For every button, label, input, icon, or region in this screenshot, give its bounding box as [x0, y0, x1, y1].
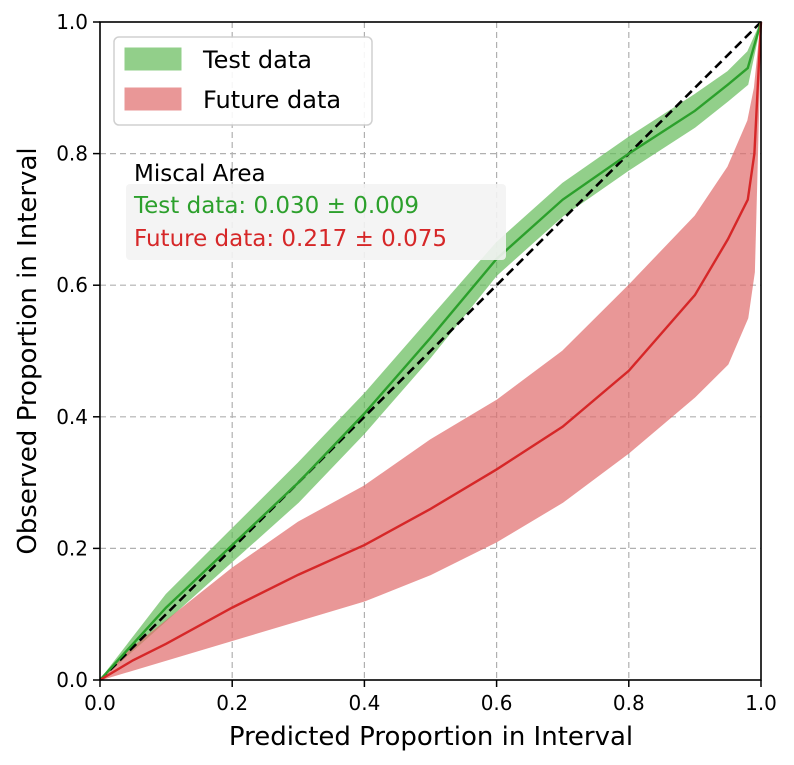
series-lines — [99, 21, 763, 682]
x-tick-label: 0.2 — [216, 691, 248, 715]
annotation-background — [126, 184, 506, 260]
x-tick-label: 0.4 — [348, 691, 380, 715]
plot-frame — [99, 21, 762, 681]
legend-label-future: Future data — [203, 86, 341, 114]
miscal-area-annotation: Miscal Area Test data: 0.030 ± 0.009 Fut… — [126, 161, 506, 260]
y-axis-label: Observed Proportion in Interval — [13, 147, 43, 554]
x-tick-label: 0.6 — [481, 691, 513, 715]
annotation-title: Miscal Area — [134, 161, 266, 187]
legend: Test data Future data — [113, 36, 373, 126]
y-tick-label: 0.2 — [56, 536, 88, 560]
x-tick-label: 0.8 — [613, 691, 645, 715]
axes: 0.0 0.2 0.4 0.6 0.8 1.0 0.0 0.2 0.4 0.6 0.8 1.0 — [56, 10, 777, 715]
ideal-diagonal-line — [99, 21, 762, 681]
x-tick-label: 1.0 — [745, 691, 777, 715]
y-tick-label: 0.4 — [56, 405, 88, 429]
annotation-future-data: Future data: 0.217 ± 0.075 — [134, 226, 447, 252]
legend-swatch-future — [124, 87, 182, 111]
y-tick-label: 0.0 — [56, 668, 88, 692]
line-future — [99, 21, 763, 682]
annotation-test-data: Test data: 0.030 ± 0.009 — [133, 193, 419, 219]
x-tick-label: 0.0 — [84, 691, 116, 715]
y-tick-label: 1.0 — [56, 10, 88, 34]
legend-swatch-test — [124, 47, 182, 71]
y-tick-label: 0.8 — [56, 142, 88, 166]
y-tick-label: 0.6 — [56, 273, 88, 297]
line-test — [99, 21, 763, 681]
x-axis-label: Predicted Proportion in Interval — [229, 722, 633, 752]
legend-label-test: Test data — [202, 46, 312, 74]
